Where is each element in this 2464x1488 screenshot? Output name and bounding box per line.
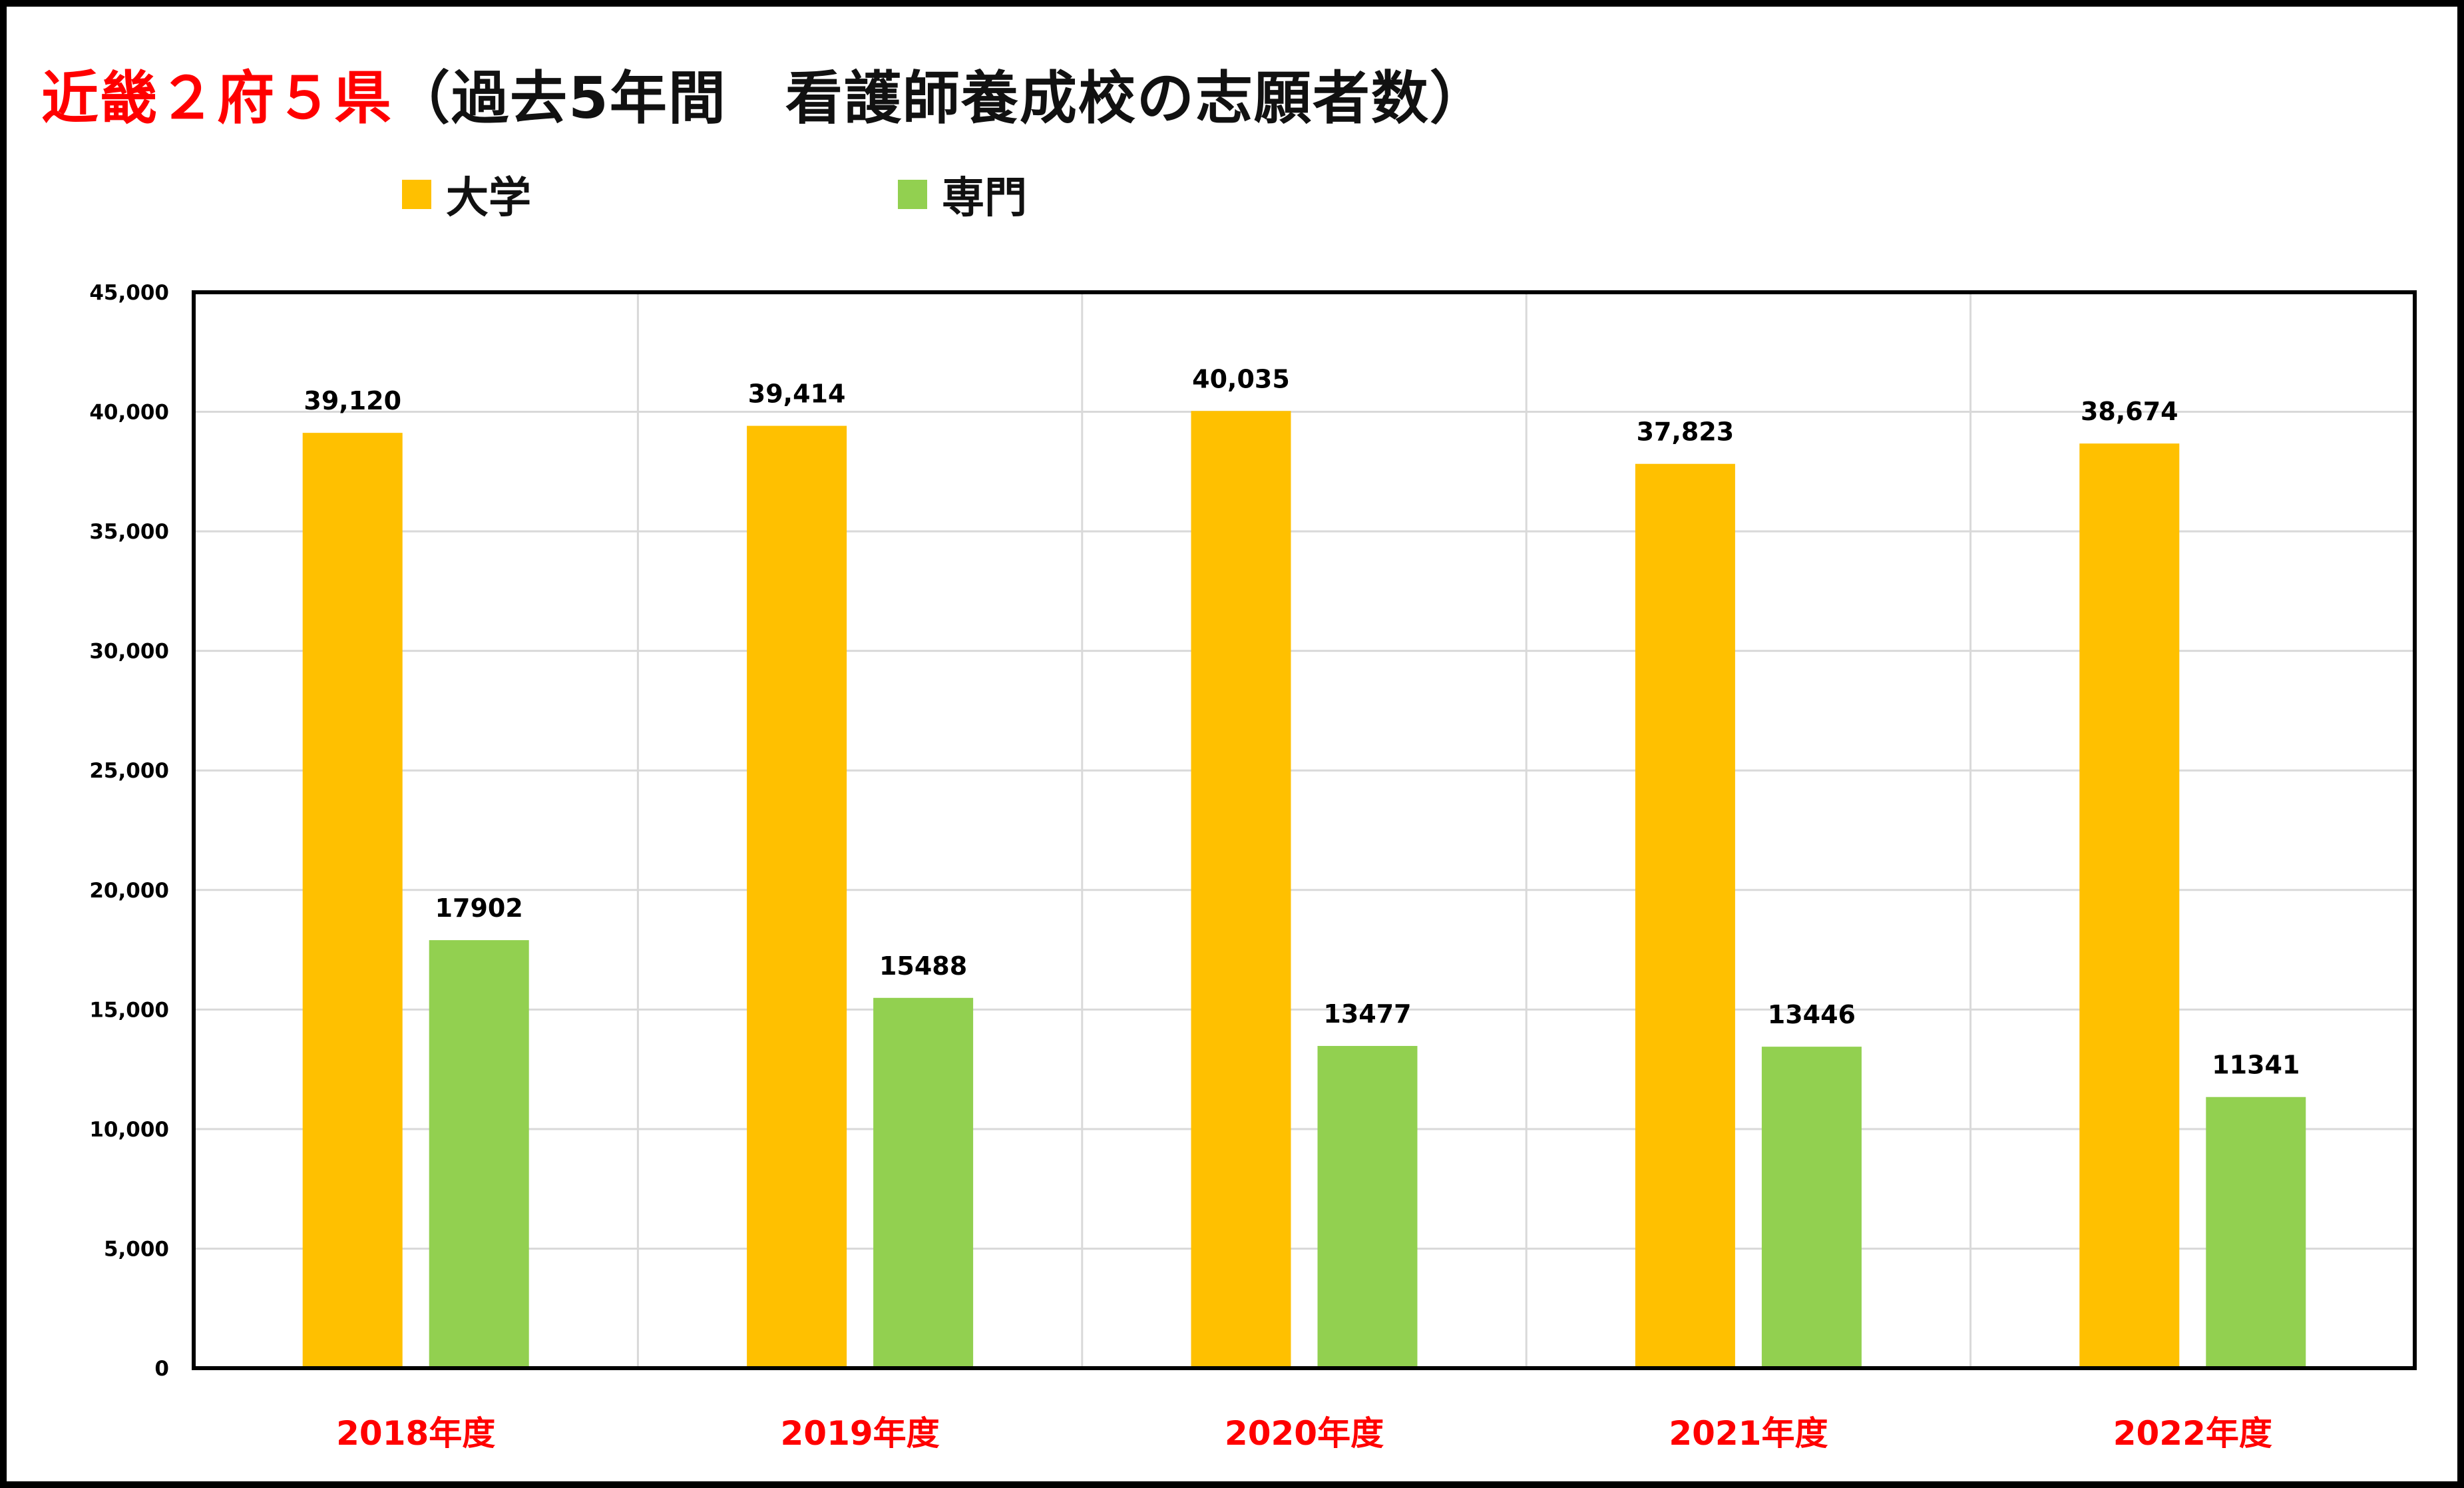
y-axis-ticks: 0 5,000 10,000 15,000 20,000 25,000 30,000 35,0…: [89, 281, 169, 1381]
chart-title-highlight: 近畿２府５県: [41, 65, 393, 132]
data-label: 13446: [1768, 1000, 1856, 1029]
bar-university: [747, 425, 847, 1368]
bar-university: [2079, 443, 2180, 1368]
x-category-label: 2021年度: [1669, 1414, 1828, 1453]
bar-vocational: [873, 997, 974, 1368]
bar-university: [1191, 411, 1291, 1369]
data-label: 15488: [879, 951, 967, 981]
bar-vocational: [2206, 1097, 2306, 1368]
bar-vocational: [1761, 1047, 1862, 1368]
bar-vocational: [1317, 1046, 1418, 1368]
y-tick-label: 15,000: [89, 998, 169, 1022]
x-category-label: 2020年度: [1225, 1414, 1384, 1453]
bar-university: [1635, 463, 1735, 1368]
data-label: 38,674: [2081, 397, 2178, 426]
y-tick-label: 5,000: [104, 1237, 169, 1261]
data-label: 39,120: [304, 386, 401, 415]
data-label: 39,414: [748, 379, 846, 409]
chart-title: 近畿２府５県（過去5年間 看護師養成校の志願者数）: [41, 59, 1488, 138]
legend-label-university: 大学: [446, 174, 531, 223]
y-tick-label: 40,000: [89, 401, 169, 425]
data-labels: 39,120 17902 39,414 15488 40,035 13477 37,823 1…: [304, 364, 2300, 1079]
bar-university: [302, 433, 403, 1368]
chart-title-rest: （過去5年間 看護師養成校の志願者数）: [393, 65, 1488, 132]
x-axis-categories: 2018年度 2019年度 2020年度 2021年度 2022年度: [336, 1414, 2272, 1453]
y-tick-label: 0: [154, 1357, 169, 1381]
x-category-label: 2018年度: [336, 1414, 495, 1453]
y-tick-label: 45,000: [89, 281, 169, 305]
y-tick-label: 30,000: [89, 640, 169, 664]
bar-vocational: [429, 940, 529, 1368]
x-category-label: 2019年度: [781, 1414, 940, 1453]
data-label: 13477: [1323, 999, 1411, 1029]
plot-area-border: [192, 290, 2417, 1370]
legend-swatch-vocational: [898, 180, 927, 209]
legend-item-vocational: 専門: [898, 168, 1027, 223]
y-tick-label: 10,000: [89, 1118, 169, 1142]
x-category-label: 2022年度: [2113, 1414, 2272, 1453]
data-label: 40,035: [1192, 364, 1290, 393]
legend-label-vocational: 専門: [942, 174, 1027, 223]
legend-swatch-university: [402, 180, 431, 209]
y-tick-label: 35,000: [89, 520, 169, 544]
y-tick-label: 25,000: [89, 759, 169, 783]
data-label: 37,823: [1637, 417, 1735, 447]
bars: [302, 411, 2306, 1369]
legend-item-university: 大学: [402, 168, 531, 223]
y-tick-label: 20,000: [89, 879, 169, 903]
data-label: 11341: [2212, 1051, 2300, 1080]
data-label: 17902: [435, 893, 523, 923]
